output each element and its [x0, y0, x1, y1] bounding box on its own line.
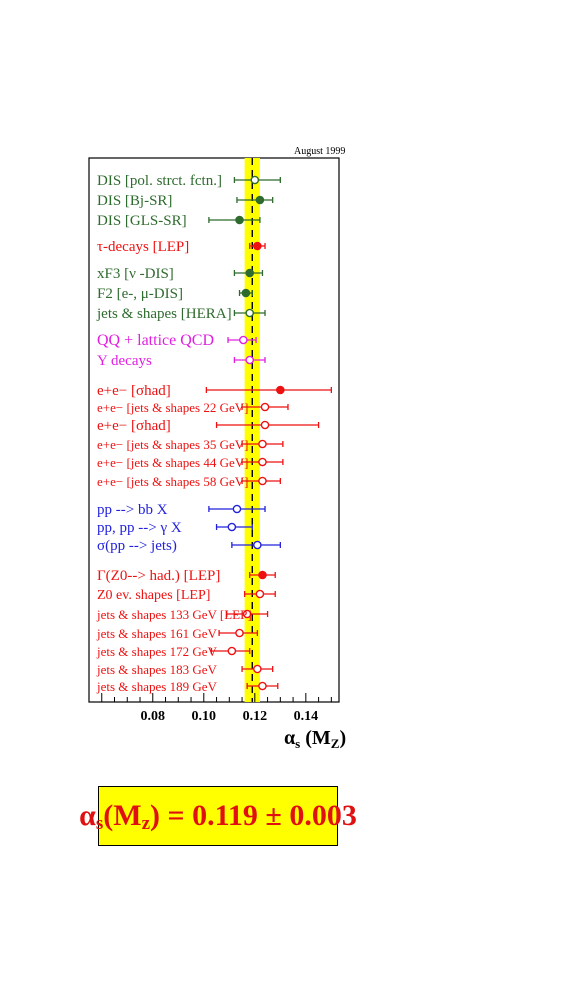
- row-label: jets & shapes [HERA]: [96, 306, 232, 322]
- data-point: [236, 195, 274, 205]
- result-box: α s (M z ) = 0.119 ± 0.003: [79, 786, 357, 846]
- data-point: [233, 175, 281, 185]
- marker: [258, 457, 267, 467]
- data-point: [215, 522, 253, 532]
- row-label: DIS [Bj-SR]: [97, 193, 172, 209]
- marker: [245, 355, 255, 365]
- data-point: [233, 268, 264, 278]
- row-label: Z0 ev. shapes [LEP]: [97, 588, 210, 603]
- marker: [232, 504, 242, 514]
- data-point: [208, 504, 266, 514]
- data-point: [243, 589, 276, 599]
- data-point: [227, 335, 257, 345]
- data-point: [241, 402, 289, 412]
- row-label: e+e− [jets & shapes 58 GeV]: [97, 474, 248, 489]
- row-label: jets & shapes 161 GeV: [96, 626, 217, 641]
- marker: [258, 681, 267, 691]
- x-tick-label: 0.14: [294, 709, 319, 724]
- date-label: August 1999: [294, 146, 346, 157]
- data-point: [241, 439, 284, 449]
- row-label: e+e− [jets & shapes 35 GeV]: [97, 437, 248, 452]
- marker: [255, 195, 265, 205]
- row-label: Υ decays: [97, 353, 152, 369]
- data-point: [233, 355, 266, 365]
- row-label: F2 [e-, μ-DIS]: [97, 286, 183, 302]
- row-label: σ(pp --> jets): [97, 538, 177, 554]
- plot-frame: [88, 157, 340, 703]
- result-symbol: α: [79, 799, 96, 832]
- marker: [227, 522, 237, 532]
- data-point: [208, 215, 261, 225]
- x-axis-label-symbol: α: [284, 727, 295, 749]
- row-label: e+e− [σhad]: [97, 418, 171, 434]
- data-point: [238, 288, 253, 298]
- result-open: (M: [103, 799, 142, 832]
- row-label: pp, pp --> γ X: [97, 520, 182, 536]
- data-point: [241, 457, 284, 467]
- result-value: ) = 0.119 ± 0.003: [150, 799, 357, 832]
- marker: [276, 385, 285, 395]
- row-label: DIS [GLS-SR]: [97, 213, 187, 229]
- data-point: [231, 540, 281, 550]
- marker: [253, 540, 262, 550]
- marker: [242, 609, 252, 619]
- marker: [241, 288, 251, 298]
- row-label: τ-decays [LEP]: [97, 239, 189, 255]
- row-label: xF3 [ν -DIS]: [97, 266, 174, 282]
- marker: [258, 570, 267, 580]
- result-subscript-z: z: [141, 813, 150, 834]
- row-label: jets & shapes 189 GeV: [96, 679, 217, 694]
- row-label: e+e− [jets & shapes 44 GeV]: [97, 455, 248, 470]
- data-point: [210, 646, 251, 656]
- row-label: pp --> bb X: [97, 502, 168, 518]
- row-label: Γ(Z0--> had.) [LEP]: [97, 568, 220, 584]
- row-label: QQ + lattice QCD: [97, 332, 214, 349]
- data-point: [241, 476, 281, 486]
- marker: [260, 420, 270, 430]
- marker: [255, 589, 265, 599]
- marker: [260, 402, 270, 412]
- marker: [253, 241, 262, 251]
- marker: [245, 308, 255, 318]
- marker: [245, 268, 255, 278]
- marker: [258, 439, 267, 449]
- x-tick-label: 0.10: [192, 709, 217, 724]
- data-point: [226, 609, 269, 619]
- alpha-s-summary-chart: DIS [pol. strct. fctn.] DIS [Bj-SR] DIS [G…: [88, 157, 346, 751]
- marker: [258, 476, 267, 486]
- data-point: [233, 308, 266, 318]
- data-point: [249, 570, 276, 580]
- result-subscript: s: [95, 813, 104, 834]
- marker: [250, 175, 260, 185]
- data-point: [205, 385, 332, 395]
- x-axis-label: αs (MZ): [284, 727, 346, 751]
- row-label: DIS [pol. strct. fctn.]: [97, 173, 222, 189]
- marker: [239, 335, 248, 345]
- data-point: [218, 628, 259, 638]
- x-tick-label: 0.08: [141, 709, 166, 724]
- row-label: e+e− [jets & shapes 22 GeV]: [97, 400, 248, 415]
- row-label: jets & shapes 183 GeV: [96, 662, 217, 677]
- data-point: [249, 241, 266, 251]
- x-tick-label: 0.12: [243, 709, 268, 724]
- data-point: [215, 420, 320, 430]
- row-label: jets & shapes 172 GeV: [96, 644, 217, 659]
- marker: [253, 664, 262, 674]
- data-point: [246, 681, 279, 691]
- data-point: [241, 664, 274, 674]
- row-label: e+e− [σhad]: [97, 383, 171, 399]
- marker: [227, 646, 237, 656]
- marker: [235, 215, 244, 225]
- marker: [235, 628, 244, 638]
- row-label: jets & shapes 133 GeV [LEP]: [96, 607, 252, 622]
